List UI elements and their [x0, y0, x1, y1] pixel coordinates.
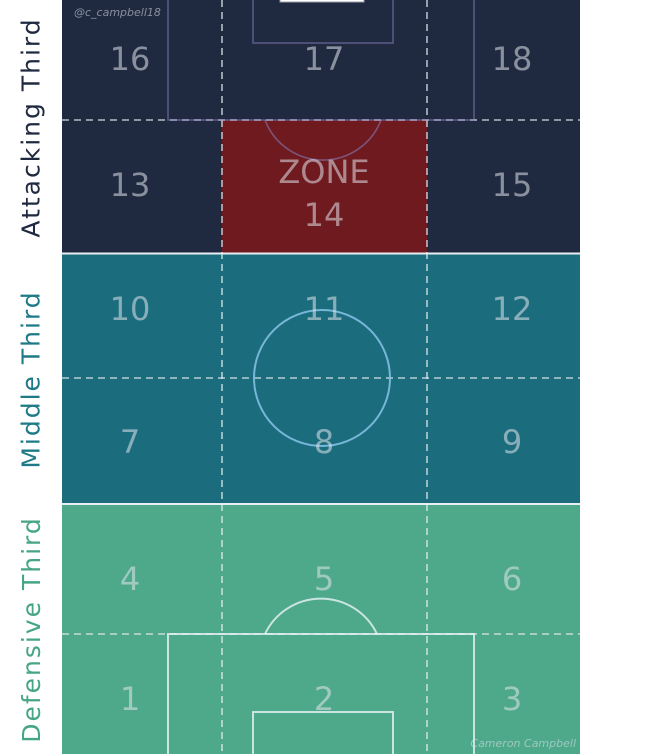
attacking-goal-area [252, 0, 394, 44]
zone-1: 1 [119, 680, 141, 718]
zone-13: 13 [109, 166, 151, 204]
zone-4: 4 [119, 560, 141, 598]
zone-3: 3 [501, 680, 523, 718]
defensive-penalty-box [167, 633, 475, 754]
middle-third-text: Middle Third [16, 289, 46, 469]
zone-10: 10 [109, 290, 151, 328]
attacking-third-text: Attacking Third [16, 16, 46, 238]
middle-third-band [62, 254, 580, 504]
zone-9: 9 [501, 423, 523, 461]
zone-15: 15 [491, 166, 533, 204]
defensive-third-text: Defensive Third [16, 515, 46, 743]
zone-6: 6 [501, 560, 523, 598]
defensive-goal-area [252, 711, 394, 754]
author-credit: Cameron Campbell [470, 737, 576, 750]
defensive-third-label: Defensive Third [0, 504, 62, 754]
attacking-penalty-box [167, 0, 475, 121]
handle-credit: @c_campbell18 [74, 6, 161, 19]
zone-14: 14 [303, 196, 345, 234]
zone-14-word: ZONE [278, 153, 370, 191]
zone-18: 18 [491, 40, 533, 78]
attacking-third-label: Attacking Third [0, 0, 62, 254]
middle-third-label: Middle Third [0, 254, 62, 504]
zone-16: 16 [109, 40, 151, 78]
pitch-markings [62, 0, 580, 754]
attacking-penalty-arc [264, 119, 382, 161]
zone-8: 8 [313, 423, 335, 461]
top-goal [279, 0, 365, 3]
defensive-penalty-arc [264, 597, 378, 635]
zone-7: 7 [119, 423, 141, 461]
centre-circle [253, 309, 391, 447]
zone-17: 17 [303, 40, 345, 78]
zone-11: 11 [303, 290, 345, 328]
pitch: @c_campbell18 16 17 18 13 ZONE 14 15 10 … [62, 0, 580, 754]
zone-5: 5 [313, 560, 335, 598]
zone-14-highlight [222, 120, 427, 253]
zone-2: 2 [313, 680, 335, 718]
zone-12: 12 [491, 290, 533, 328]
